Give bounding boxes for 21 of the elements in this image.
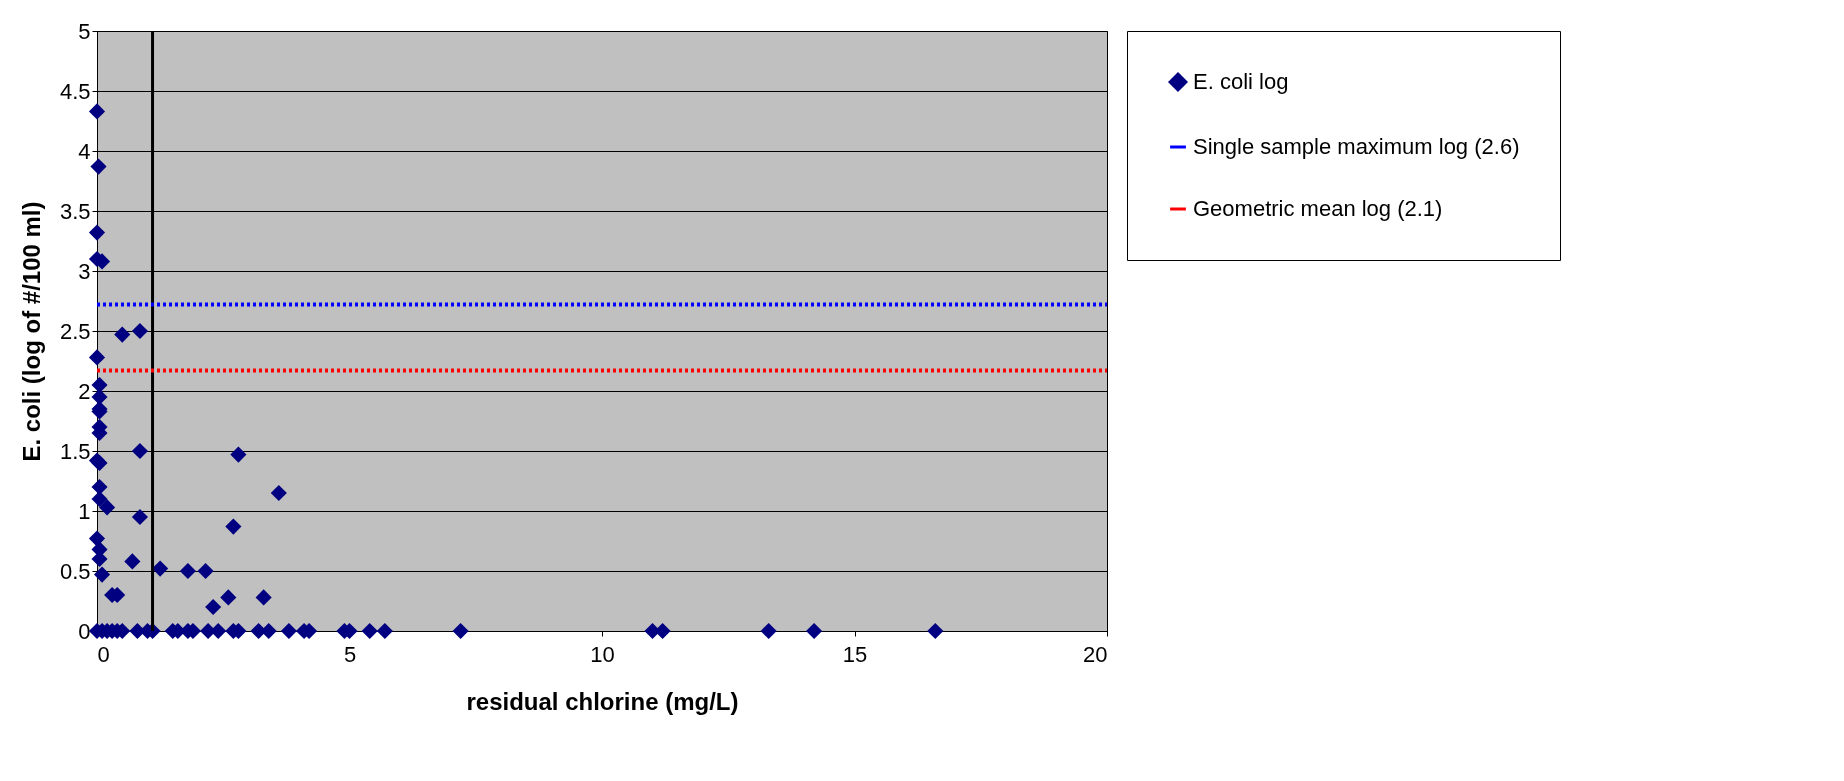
y-tick-label: 2.5	[59, 318, 91, 344]
x-tick-label: 10	[590, 641, 615, 667]
y-tick-label: 0.5	[59, 558, 91, 584]
x-tick-label: 20	[1083, 641, 1108, 667]
legend-label: E. coli log	[1193, 69, 1289, 94]
y-axis-title: E. coli (log of #/100 ml)	[17, 201, 45, 462]
x-axis-title: residual chlorine (mg/L)	[466, 687, 739, 715]
y-tick-label: 4.5	[59, 78, 91, 104]
y-tick-label: 3	[78, 258, 91, 284]
y-tick-label: 1	[78, 498, 91, 524]
legend-label: Geometric mean log (2.1)	[1193, 196, 1443, 221]
legend-label: Single sample maximum log (2.6)	[1193, 134, 1520, 159]
y-tick-label: 0	[78, 618, 91, 644]
x-tick-label: 0	[97, 641, 110, 667]
y-tick-label: 2	[78, 378, 91, 404]
y-tick-label: 1.5	[59, 438, 91, 464]
x-tick-label: 5	[343, 641, 357, 667]
y-tick-label: 3.5	[59, 198, 91, 224]
y-tick-label: 4	[78, 138, 91, 164]
x-tick-label: 15	[842, 641, 868, 667]
y-tick-label: 5	[78, 18, 91, 44]
